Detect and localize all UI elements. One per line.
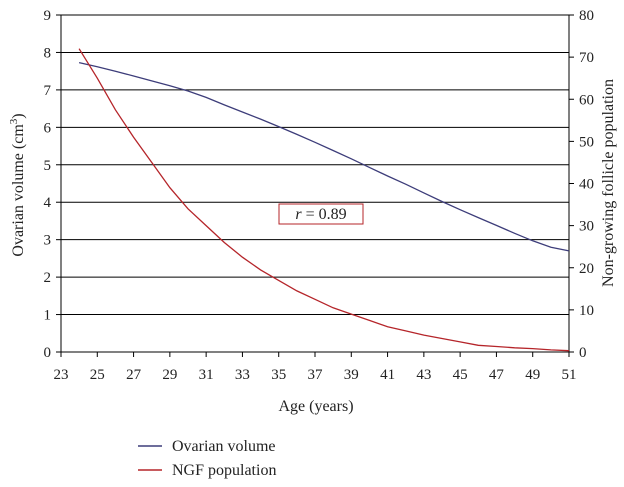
left-y-tick-label: 6 bbox=[44, 120, 52, 136]
x-tick-label: 47 bbox=[489, 367, 505, 383]
left-y-tick-label: 1 bbox=[44, 308, 52, 324]
left-y-tick-label: 7 bbox=[44, 83, 52, 99]
x-tick-label: 37 bbox=[308, 367, 324, 383]
x-tick-label: 27 bbox=[126, 367, 142, 383]
x-tick-label: 41 bbox=[380, 367, 395, 383]
right-y-tick-label: 20 bbox=[579, 261, 594, 277]
x-axis-ticks: 23 25 27 29 31 33 35 37 39 41 43 45 47 49 51 bbox=[54, 352, 577, 383]
correlation-annotation-box bbox=[278, 203, 364, 225]
right-y-tick-label: 30 bbox=[579, 219, 594, 235]
x-tick-label: 49 bbox=[525, 367, 540, 383]
left-y-axis-ticks: 0 1 2 3 4 5 6 7 8 9 bbox=[44, 8, 61, 361]
right-y-tick-label: 50 bbox=[579, 134, 594, 150]
correlation-annotation: r = 0.89 bbox=[278, 203, 364, 225]
right-y-tick-label: 10 bbox=[579, 303, 594, 319]
correlation-annotation-text: r = 0.89 bbox=[295, 206, 346, 223]
x-tick-label: 25 bbox=[90, 367, 105, 383]
left-y-tick-label: 4 bbox=[44, 195, 52, 211]
right-y-axis-ticks: 0 10 20 30 40 50 60 70 80 bbox=[569, 8, 594, 361]
x-tick-label: 33 bbox=[235, 367, 250, 383]
axes bbox=[60, 15, 570, 353]
x-tick-label: 23 bbox=[54, 367, 69, 383]
right-y-tick-label: 80 bbox=[579, 8, 594, 24]
right-y-tick-label: 70 bbox=[579, 50, 594, 66]
left-y-tick-label: 5 bbox=[44, 158, 52, 174]
right-y-tick-label: 60 bbox=[579, 92, 594, 108]
series-line-ngf-population bbox=[78, 48, 570, 352]
x-tick-label: 51 bbox=[562, 367, 577, 383]
x-tick-label: 31 bbox=[199, 367, 214, 383]
x-tick-label: 39 bbox=[344, 367, 359, 383]
right-y-tick-label: 40 bbox=[579, 177, 594, 193]
legend: Ovarian volume NGF population bbox=[138, 438, 276, 479]
x-tick-label: 29 bbox=[162, 367, 177, 383]
x-axis-title: Age (years) bbox=[278, 398, 353, 415]
left-y-tick-label: 3 bbox=[44, 233, 52, 249]
left-y-axis-title: Ovarian volume (cm3) bbox=[8, 113, 27, 256]
x-tick-label: 45 bbox=[453, 367, 468, 383]
legend-label-ngf-population: NGF population bbox=[172, 462, 276, 479]
x-tick-label: 43 bbox=[416, 367, 431, 383]
left-y-tick-label: 0 bbox=[44, 345, 52, 361]
legend-label-ovarian-volume: Ovarian volume bbox=[172, 438, 276, 455]
gridlines bbox=[61, 14, 569, 316]
series-lines bbox=[78, 48, 570, 352]
right-y-tick-label: 0 bbox=[579, 345, 587, 361]
left-y-tick-label: 8 bbox=[44, 45, 52, 61]
left-y-tick-label: 2 bbox=[44, 270, 52, 286]
left-y-tick-label: 9 bbox=[44, 8, 52, 24]
right-y-axis-title: Non-growing follicle population bbox=[600, 79, 617, 287]
series-line-ovarian-volume bbox=[78, 61, 570, 252]
x-tick-label: 35 bbox=[271, 367, 286, 383]
